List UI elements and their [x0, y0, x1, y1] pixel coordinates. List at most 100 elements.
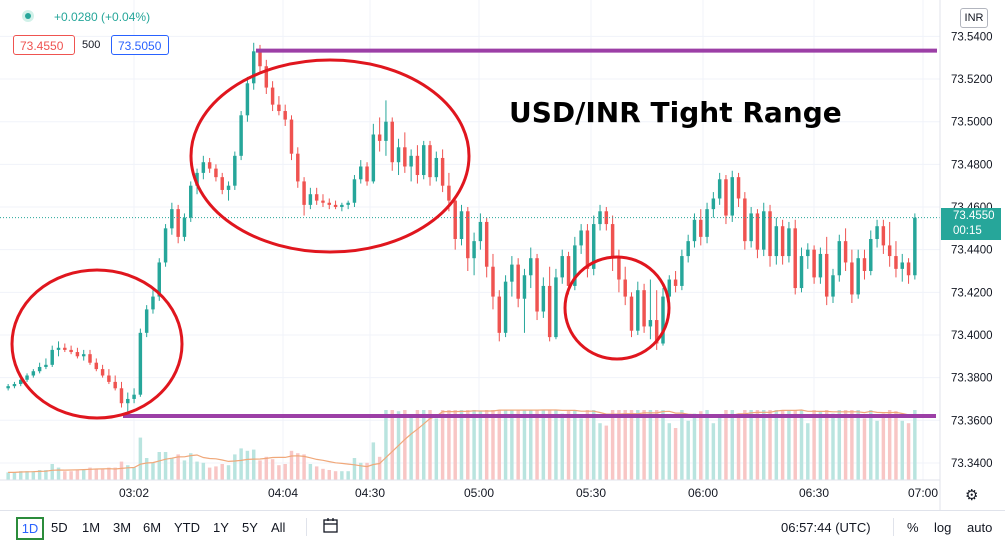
candle-body [258, 51, 262, 67]
utc-clock[interactable]: 06:57:44 (UTC) [781, 520, 871, 535]
candle-body [636, 290, 640, 331]
candle-body [887, 245, 892, 257]
range-6m-button[interactable]: 6M [143, 520, 162, 535]
currency-badge[interactable]: INR [960, 8, 988, 28]
settings-gear-icon[interactable]: ⚙ [965, 487, 979, 504]
auto-scale-toggle[interactable]: auto [967, 520, 993, 535]
candle-body [396, 147, 401, 163]
candle [384, 100, 388, 156]
price-axis-labels: 73.540073.520073.500073.480073.460073.44… [951, 31, 993, 470]
volume-bar [415, 410, 420, 480]
candle [63, 343, 67, 353]
candle [629, 292, 634, 338]
candlestick-series [6, 42, 917, 412]
volume-bar [478, 411, 483, 480]
percent-scale-toggle[interactable]: % [907, 520, 919, 535]
volume-bar [207, 467, 212, 480]
candle [843, 228, 848, 271]
volume-bar [516, 410, 520, 480]
volume-bar [233, 454, 237, 480]
range-ytd-button[interactable]: YTD [174, 520, 200, 535]
log-scale-toggle[interactable]: log [934, 520, 952, 535]
range-5d-button[interactable]: 5D [51, 520, 68, 535]
volume-bar [749, 410, 753, 480]
candle-body [88, 354, 92, 363]
candle-body [440, 157, 445, 186]
candle-body [321, 200, 325, 203]
candle [579, 224, 583, 254]
candle [94, 358, 99, 372]
candle-body [220, 177, 224, 190]
volume-bar [730, 410, 734, 480]
candle-body [163, 228, 168, 263]
candle [107, 369, 111, 385]
volume-bar [352, 458, 357, 480]
volume-bar [724, 410, 728, 480]
candle-body [459, 211, 464, 240]
volume-bar [144, 458, 149, 480]
volume-bar [302, 454, 306, 480]
volume-bar [812, 410, 816, 480]
volume-bar [132, 467, 136, 480]
volume-bar [711, 423, 716, 480]
candle-body [762, 211, 766, 250]
price-change: +0.0280 (+0.04%) [54, 10, 151, 24]
order-quantity[interactable]: 500 [82, 39, 101, 51]
candle-body [226, 185, 231, 190]
candle-body [529, 258, 533, 276]
volume-bar [856, 410, 860, 480]
candle-body [138, 332, 143, 395]
candle [850, 249, 854, 303]
candle-body [787, 228, 791, 257]
candle-body [862, 258, 867, 271]
candle [705, 202, 709, 244]
volume-bar [258, 460, 262, 480]
volume-bar [617, 410, 621, 480]
range-all-button[interactable]: All [271, 520, 286, 535]
candle-body [717, 179, 722, 199]
price-tick-label: 73.5000 [951, 117, 993, 129]
candle-body [730, 177, 734, 216]
candle [591, 215, 596, 276]
volume-bar [529, 410, 533, 480]
price-tick-label: 73.4000 [951, 330, 993, 342]
buy-button[interactable]: 73.5050 [111, 35, 169, 55]
volume-bar [327, 470, 332, 480]
volume-bar [585, 410, 590, 480]
range-5y-button[interactable]: 5Y [242, 520, 258, 535]
price-tick-label: 73.3400 [951, 458, 993, 470]
range-3m-button[interactable]: 3M [113, 520, 132, 535]
volume-bar [648, 410, 653, 480]
candle-body [516, 264, 520, 299]
volume-bar [522, 410, 527, 480]
range-1y-button[interactable]: 1Y [213, 520, 229, 535]
candle [308, 187, 313, 210]
candle [661, 288, 665, 346]
candle [862, 249, 867, 280]
volume-bar [44, 470, 48, 480]
candle [824, 236, 829, 306]
candle [768, 204, 772, 267]
price-chart[interactable]: USD/INR Tight Range 73.5400 73.5200 73.500… [0, 0, 1005, 510]
candle-body [484, 221, 489, 267]
candle [239, 111, 243, 161]
volume-bar [692, 413, 697, 480]
volume-bar [541, 410, 546, 480]
candle-body [522, 275, 527, 299]
candle-body [755, 213, 760, 250]
volume-bar [138, 437, 143, 480]
date-range-icon[interactable] [322, 517, 340, 535]
range-1m-button[interactable]: 1M [82, 520, 101, 535]
volume-bar [699, 411, 703, 480]
candle [503, 275, 508, 338]
range-1d-button[interactable]: 1D [16, 517, 44, 540]
price-tick-label: 73.4200 [951, 287, 993, 299]
candle-body [144, 309, 149, 333]
price-tick-label: 73.3800 [951, 373, 993, 385]
candle-body [699, 219, 703, 237]
sell-button[interactable]: 73.4550 [13, 35, 75, 55]
candle-body [346, 202, 350, 205]
candle [459, 204, 464, 246]
volume-bar [850, 410, 854, 480]
volume-bar [913, 410, 917, 480]
